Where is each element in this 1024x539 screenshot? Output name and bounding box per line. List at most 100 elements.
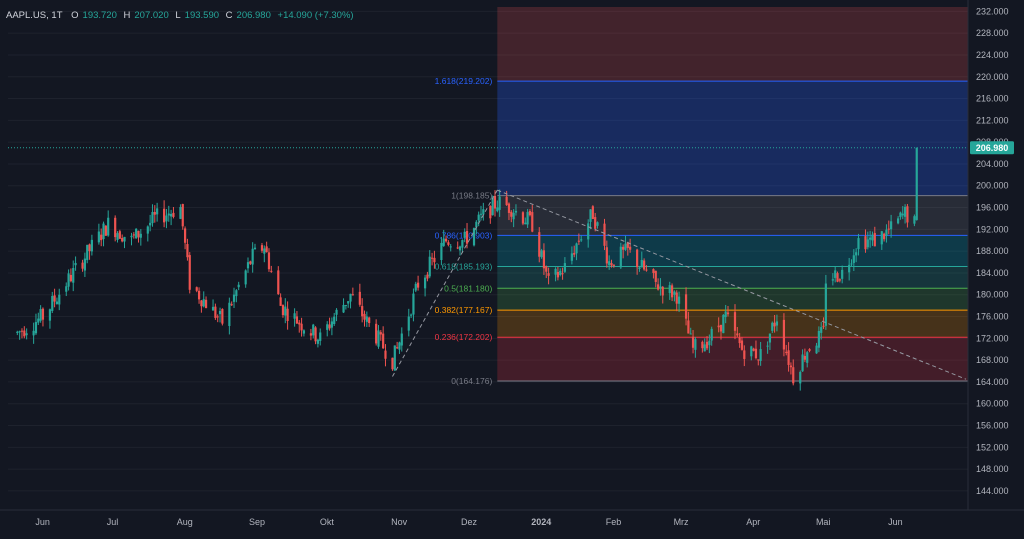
price-tick-label: 212.000 <box>976 115 1009 125</box>
fib-level-label: 1(198.185) <box>451 191 492 201</box>
fib-zone <box>497 337 968 381</box>
candle-body <box>358 291 361 305</box>
price-tick-label: 172.000 <box>976 333 1009 343</box>
candle <box>722 314 725 334</box>
candle <box>181 203 184 230</box>
candle <box>391 357 394 371</box>
candle-body <box>871 234 874 241</box>
candle <box>873 226 876 247</box>
candle-body <box>514 210 518 213</box>
grid <box>8 10 968 492</box>
candle <box>626 241 629 256</box>
candle-body <box>754 348 758 359</box>
price-tick-label: 188.000 <box>976 246 1009 256</box>
candle <box>717 317 720 333</box>
candle-body <box>414 283 417 291</box>
price-axis-background <box>968 0 1024 539</box>
candle <box>766 341 769 354</box>
candle <box>684 287 688 326</box>
candle-body <box>104 225 107 236</box>
candle-body <box>507 203 511 213</box>
time-tick-label: Aug <box>177 517 193 527</box>
price-tick-label: 148.000 <box>976 464 1009 474</box>
candle <box>841 265 844 284</box>
candle <box>211 299 215 311</box>
candle-body <box>286 308 289 321</box>
symbol-label[interactable]: AAPL.US, 1T <box>6 10 63 21</box>
candle-body <box>135 228 138 239</box>
candle <box>638 265 641 272</box>
candle <box>249 260 252 266</box>
candle <box>116 231 119 243</box>
candle-body <box>188 255 191 290</box>
candle <box>619 242 622 269</box>
price-axis: 232.000 228.000 224.000 220.000 216.000 212.0… <box>967 0 1024 539</box>
candle <box>102 221 105 247</box>
candle-body <box>326 324 329 330</box>
candle-body <box>407 316 410 331</box>
candle-body <box>377 330 380 347</box>
candle <box>423 274 427 297</box>
candle <box>610 259 613 268</box>
candle <box>708 334 711 354</box>
candle <box>237 281 240 291</box>
candle-body <box>18 331 21 333</box>
candle <box>335 308 338 322</box>
fib-zone <box>497 81 968 196</box>
candle <box>232 287 236 309</box>
price-tick-label: 160.000 <box>976 399 1009 409</box>
candle-body <box>423 277 427 289</box>
candle-body <box>689 333 692 335</box>
high-value: 207.020 <box>134 10 169 21</box>
candle-body <box>542 250 546 269</box>
candle <box>782 313 786 357</box>
candle <box>146 225 149 242</box>
candle-body <box>808 349 811 351</box>
candle <box>757 359 760 366</box>
candle <box>188 252 191 294</box>
candle <box>347 300 350 308</box>
candle-body <box>817 330 820 348</box>
candle-body <box>249 261 252 264</box>
candle-body <box>107 217 110 236</box>
candle-body <box>768 333 772 343</box>
price-tick-label: 156.000 <box>976 421 1009 431</box>
candle-body <box>349 293 352 302</box>
candle <box>16 330 19 336</box>
time-tick-label: Nov <box>391 517 408 527</box>
candle <box>498 189 501 217</box>
candle-body <box>398 342 401 350</box>
candle-body <box>335 309 338 315</box>
candle-body <box>197 290 201 300</box>
candle-body <box>260 245 264 251</box>
candle-body <box>440 242 443 261</box>
candle-body <box>344 304 347 306</box>
candle <box>384 344 387 367</box>
candle-body <box>792 367 795 384</box>
open-label: O <box>71 10 79 21</box>
candle-body <box>214 306 217 318</box>
candle-body <box>156 208 159 215</box>
candle-body <box>885 229 888 237</box>
candle <box>32 322 35 344</box>
candle <box>172 206 175 219</box>
candle <box>414 281 417 293</box>
candle-body <box>132 234 135 236</box>
candle-body <box>412 293 415 315</box>
candle-body <box>279 297 282 306</box>
candle <box>295 311 299 325</box>
candle-body <box>717 325 720 328</box>
candle <box>608 255 611 270</box>
candle <box>428 250 431 279</box>
candle <box>524 217 527 225</box>
candle-body <box>186 244 189 258</box>
candle <box>458 245 462 256</box>
candle-body <box>172 212 175 217</box>
last-price-label: 206.980 <box>976 143 1009 153</box>
candle-body <box>218 310 222 315</box>
candle-body <box>139 233 142 238</box>
candle-body <box>757 359 760 361</box>
fib-level-label: 0.786(190.903) <box>435 230 493 240</box>
